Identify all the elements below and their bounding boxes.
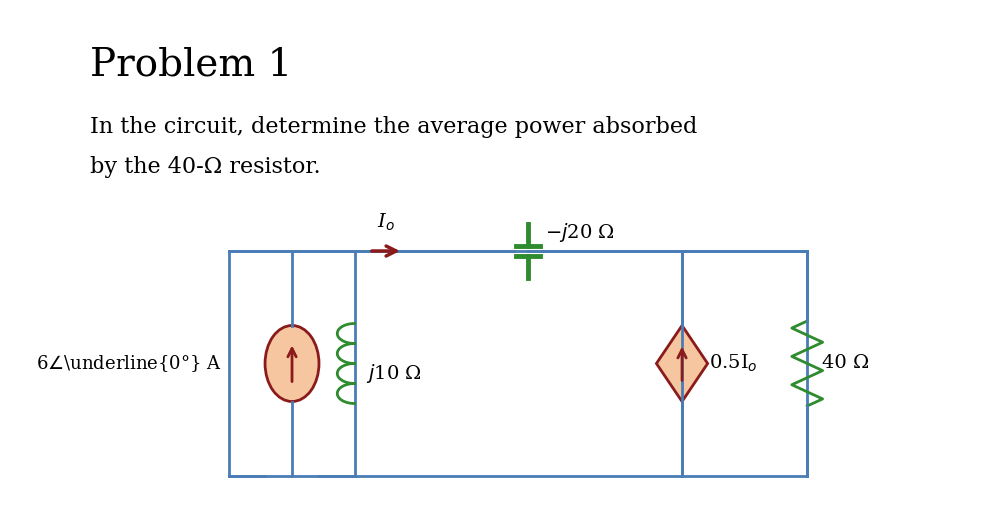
Polygon shape (656, 326, 707, 402)
Ellipse shape (264, 326, 319, 402)
Text: $-j$20 Ω: $-j$20 Ω (545, 221, 614, 244)
Text: $j$10 Ω: $j$10 Ω (366, 362, 421, 385)
Text: 40 Ω: 40 Ω (821, 354, 868, 373)
Text: Problem 1: Problem 1 (89, 46, 292, 83)
Text: 6$\angle$\underline{0°} A: 6$\angle$\underline{0°} A (36, 353, 222, 374)
Text: 0.5I$_o$: 0.5I$_o$ (709, 353, 757, 374)
Text: I$_o$: I$_o$ (377, 212, 395, 233)
Text: by the 40-Ω resistor.: by the 40-Ω resistor. (89, 156, 320, 178)
Text: In the circuit, determine the average power absorbed: In the circuit, determine the average po… (89, 116, 697, 138)
